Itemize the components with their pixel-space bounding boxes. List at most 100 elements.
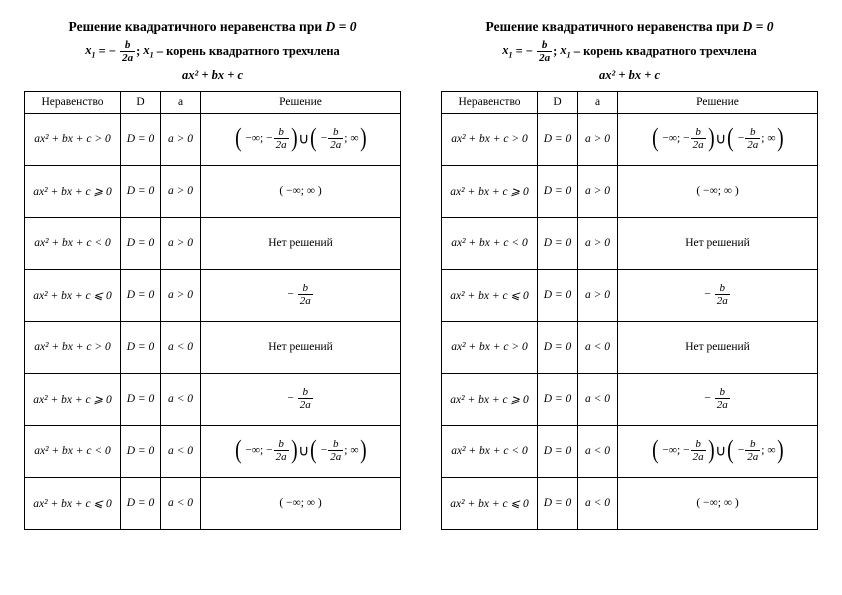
table-row: ax² + bx + c > 0 D = 0 a < 0 Нет решений bbox=[25, 321, 401, 373]
table-row: ax² + bx + c < 0 D = 0 a > 0 Нет решений bbox=[25, 217, 401, 269]
cell-solution: Нет решений bbox=[201, 217, 401, 269]
title: Решение квадратичного неравенства при D … bbox=[441, 18, 818, 36]
cell-ineq: ax² + bx + c ⩾ 0 bbox=[25, 373, 121, 425]
d: 2a bbox=[715, 399, 730, 411]
header: Решение квадратичного неравенства при D … bbox=[441, 18, 818, 83]
cell-a: a > 0 bbox=[578, 269, 618, 321]
cell-ineq: ax² + bx + c < 0 bbox=[25, 217, 121, 269]
n: b bbox=[298, 387, 313, 399]
cell-d: D = 0 bbox=[121, 269, 161, 321]
frac: b2a bbox=[273, 439, 290, 463]
x1: x1 bbox=[85, 43, 95, 57]
frac: b2a bbox=[327, 439, 344, 463]
poly-text: ax² + bx + c bbox=[182, 68, 243, 82]
cell-solution: Нет решений bbox=[201, 321, 401, 373]
title-cond: D = 0 bbox=[743, 19, 774, 34]
n: b bbox=[715, 283, 730, 295]
eq: = − bbox=[95, 43, 119, 57]
table-row: ax² + bx + c ⩽ 0 D = 0 a < 0 ( −∞; ∞ ) bbox=[442, 477, 818, 529]
title: Решение квадратичного неравенства при D … bbox=[24, 18, 401, 36]
cell-ineq: ax² + bx + c ⩽ 0 bbox=[442, 269, 538, 321]
cell-solution: Нет решений bbox=[618, 217, 818, 269]
n: b bbox=[274, 127, 289, 139]
d: 2a bbox=[745, 139, 760, 151]
n: b bbox=[745, 439, 760, 451]
cell-a: a > 0 bbox=[578, 113, 618, 165]
root-desc: – корень квадратного трехчлена bbox=[154, 43, 340, 57]
table-row: ax² + bx + c > 0 D = 0 a < 0 Нет решений bbox=[442, 321, 818, 373]
solution-table: Неравенство D a Решение ax² + bx + c > 0… bbox=[441, 91, 818, 530]
cell-solution: − b2a bbox=[618, 373, 818, 425]
cell-a: a > 0 bbox=[161, 217, 201, 269]
cell-solution: ( −∞; ∞ ) bbox=[201, 165, 401, 217]
root-desc: – корень квадратного трехчлена bbox=[571, 43, 757, 57]
union-icon: ∪ bbox=[298, 132, 309, 148]
cell-d: D = 0 bbox=[121, 373, 161, 425]
frac: b2a bbox=[714, 283, 731, 307]
d: 2a bbox=[298, 295, 313, 307]
table-header-row: Неравенство D a Решение bbox=[25, 91, 401, 113]
cell-solution: ( −∞; ∞ ) bbox=[618, 477, 818, 529]
d: 2a bbox=[745, 451, 760, 463]
n: b bbox=[691, 127, 706, 139]
d: 2a bbox=[691, 451, 706, 463]
eq: = − bbox=[512, 43, 536, 57]
col-inequality: Неравенство bbox=[442, 91, 538, 113]
root-line: x1 = − b2a; x1 – корень квадратного трех… bbox=[441, 40, 818, 64]
frac: b2a bbox=[744, 127, 761, 151]
cell-ineq: ax² + bx + c ⩾ 0 bbox=[25, 165, 121, 217]
d: 2a bbox=[691, 139, 706, 151]
col-solution: Решение bbox=[201, 91, 401, 113]
header: Решение квадратичного неравенства при D … bbox=[24, 18, 401, 83]
cell-a: a < 0 bbox=[578, 425, 618, 477]
cell-a: a > 0 bbox=[161, 165, 201, 217]
cell-d: D = 0 bbox=[121, 165, 161, 217]
cell-d: D = 0 bbox=[538, 425, 578, 477]
x1: x1 bbox=[502, 43, 512, 57]
cell-a: a > 0 bbox=[578, 165, 618, 217]
d: 2a bbox=[328, 139, 343, 151]
cell-a: a < 0 bbox=[161, 321, 201, 373]
frac: b2a bbox=[690, 439, 707, 463]
frac: b2a bbox=[327, 127, 344, 151]
cell-d: D = 0 bbox=[538, 321, 578, 373]
cell-solution: ( −∞; ∞ ) bbox=[618, 165, 818, 217]
num: b bbox=[537, 40, 552, 52]
n: b bbox=[715, 387, 730, 399]
cell-d: D = 0 bbox=[121, 217, 161, 269]
cell-solution: − b2a bbox=[201, 269, 401, 321]
poly-text: ax² + bx + c bbox=[599, 68, 660, 82]
frac: b2a bbox=[744, 439, 761, 463]
col-solution: Решение bbox=[618, 91, 818, 113]
cell-d: D = 0 bbox=[538, 373, 578, 425]
table-row: ax² + bx + c < 0 D = 0 a < 0 ( −∞; −b2a)… bbox=[442, 425, 818, 477]
cell-ineq: ax² + bx + c < 0 bbox=[442, 217, 538, 269]
cell-d: D = 0 bbox=[121, 113, 161, 165]
poly: ax² + bx + c bbox=[24, 67, 401, 83]
frac: b2a bbox=[119, 40, 136, 64]
table-row: ax² + bx + c > 0 D = 0 a > 0 ( −∞; −b2a)… bbox=[25, 113, 401, 165]
cell-a: a > 0 bbox=[578, 217, 618, 269]
panel-right: Решение квадратичного неравенства при D … bbox=[441, 18, 818, 577]
cell-a: a < 0 bbox=[578, 373, 618, 425]
solution-table: Неравенство D a Решение ax² + bx + c > 0… bbox=[24, 91, 401, 530]
table-row: ax² + bx + c < 0 D = 0 a < 0 ( −∞; −b2a)… bbox=[25, 425, 401, 477]
num: b bbox=[120, 40, 135, 52]
cell-solution: ( −∞; −b2a)∪( −b2a; ∞) bbox=[618, 425, 818, 477]
cell-ineq: ax² + bx + c > 0 bbox=[25, 113, 121, 165]
cell-ineq: ax² + bx + c > 0 bbox=[25, 321, 121, 373]
d: 2a bbox=[715, 295, 730, 307]
col-inequality: Неравенство bbox=[25, 91, 121, 113]
n: b bbox=[745, 127, 760, 139]
table-header-row: Неравенство D a Решение bbox=[442, 91, 818, 113]
d: 2a bbox=[328, 451, 343, 463]
cell-solution: ( −∞; −b2a)∪( −b2a; ∞) bbox=[618, 113, 818, 165]
cell-a: a < 0 bbox=[161, 477, 201, 529]
x1b: x1 bbox=[143, 43, 153, 57]
cell-solution: Нет решений bbox=[618, 321, 818, 373]
frac: b2a bbox=[273, 127, 290, 151]
union-icon: ∪ bbox=[298, 444, 309, 460]
cell-d: D = 0 bbox=[121, 425, 161, 477]
frac: b2a bbox=[297, 283, 314, 307]
n: b bbox=[274, 439, 289, 451]
